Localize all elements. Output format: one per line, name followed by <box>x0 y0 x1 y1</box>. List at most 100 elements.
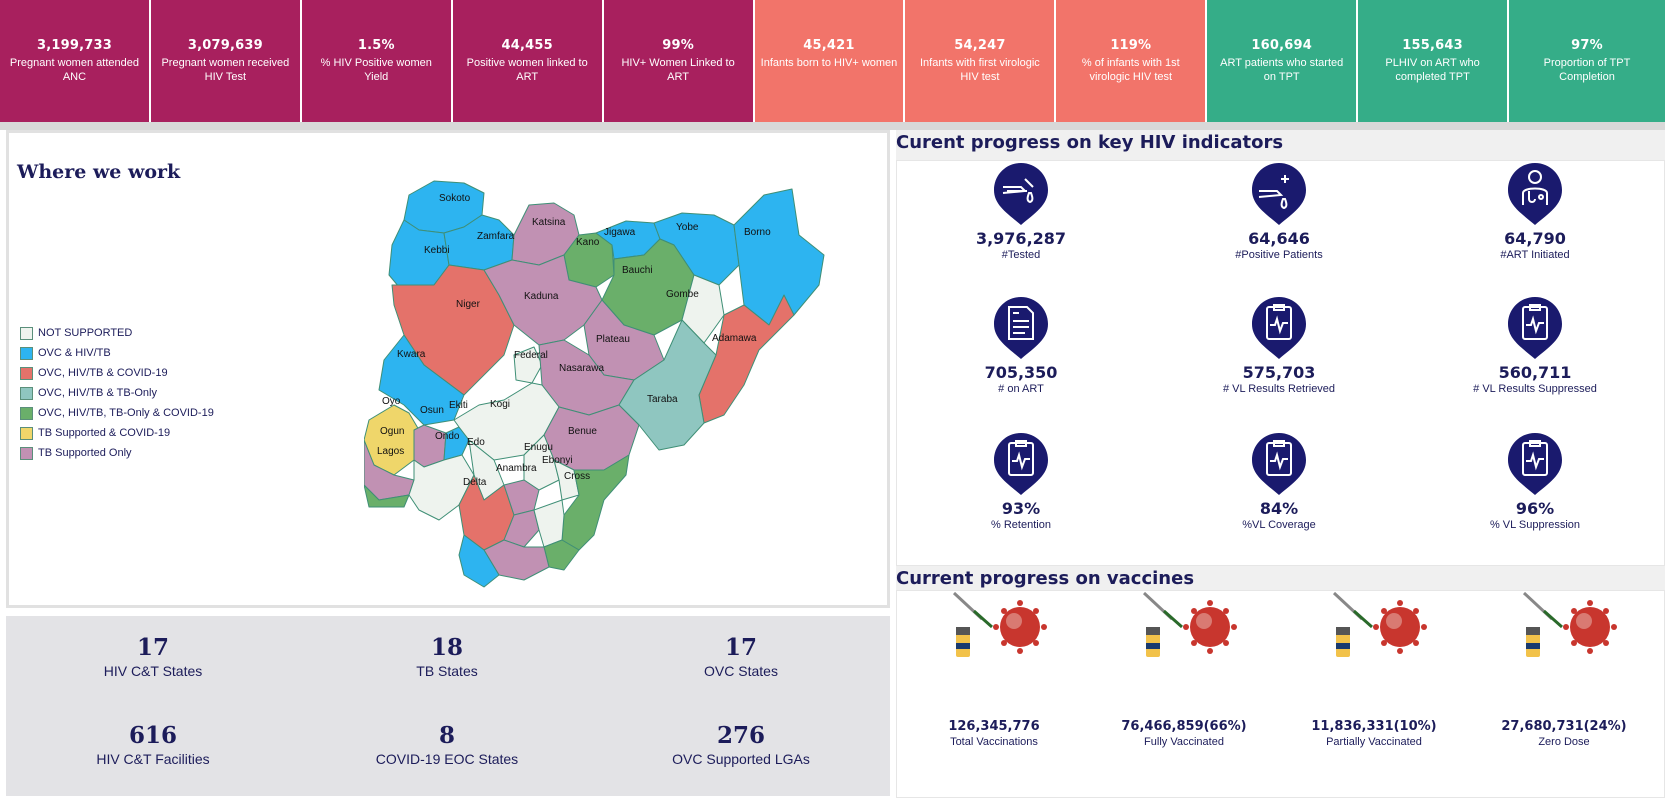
nigeria-map: Sokoto Kebbi Zamfara Katsina Kano Jigawa… <box>364 180 825 588</box>
kpi-label: % of infants with 1st virologic HIV test <box>1081 57 1180 83</box>
kpi-value: 119% <box>1110 38 1152 53</box>
state-anambra[interactable] <box>503 479 540 516</box>
vaccine-label: Zero Dose <box>1538 736 1590 748</box>
indicator-value: 93% <box>1001 499 1041 518</box>
map-label-ebonyi: Ebonyi <box>542 455 573 466</box>
map-legend: NOT SUPPORTED OVC & HIV/TB OVC, HIV/TB &… <box>20 323 214 463</box>
legend-swatch <box>20 366 33 380</box>
kpi-label: Pregnant women received HIV Test <box>161 57 290 83</box>
legend-swatch <box>20 386 33 400</box>
kpi-card: 155,643 PLHIV on ART who completed TPT <box>1358 0 1508 124</box>
legend-label: OVC, HIV/TB & TB-Only <box>38 387 157 399</box>
indicator-card: 93% % Retention <box>911 431 1131 531</box>
clipboard-icon <box>994 433 1048 495</box>
legend-swatch <box>20 426 33 440</box>
state-abia[interactable] <box>533 499 565 548</box>
kpi-value: 45,421 <box>803 38 855 53</box>
indicator-label: #Positive Patients <box>1235 249 1323 261</box>
legend-swatch <box>20 346 33 360</box>
legend-label: TB Supported Only <box>38 447 132 459</box>
kpi-card: 45,421 Infants born to HIV+ women <box>754 0 904 124</box>
kpi-value: 160,694 <box>1251 38 1313 53</box>
state-lagos[interactable] <box>364 484 410 508</box>
map-label-ekiti: Ekiti <box>449 400 468 411</box>
map-label-federal: Federal <box>514 350 548 361</box>
indicator-label: % VL Suppression <box>1489 519 1581 531</box>
indicator-value: 64,646 <box>1248 229 1310 248</box>
legend-label: TB Supported & COVID-19 <box>38 427 171 439</box>
state-borno[interactable] <box>733 188 825 326</box>
legend-label: OVC, HIV/TB, TB-Only & COVID-19 <box>38 407 214 419</box>
indicator-card: 84% %VL Coverage <box>1169 431 1389 531</box>
map-label-zamfara: Zamfara <box>477 231 515 242</box>
kpi-label: ART patients who started on TPT <box>1220 57 1344 83</box>
indicator-value: 560,711 <box>1498 363 1572 382</box>
kpi-value: 99% <box>662 38 694 53</box>
stat-value: 18 <box>430 634 463 661</box>
map-label-anambra: Anambra <box>496 463 537 474</box>
map-label-kebbi: Kebbi <box>424 245 450 256</box>
kpi-label: Infants with first virologic HIV test <box>919 57 1040 83</box>
stat-label: TB States <box>416 663 478 679</box>
indicator-label: # on ART <box>998 383 1044 395</box>
vaccine-syringe-virus-icon <box>952 591 1047 657</box>
state-bayelsa[interactable] <box>458 534 500 588</box>
legend-label: NOT SUPPORTED <box>38 327 133 339</box>
vaccine-card: 76,466,859(66%) Fully Vaccinated <box>1089 591 1279 748</box>
state-ebonyi[interactable] <box>553 459 580 501</box>
kpi-value: 44,455 <box>501 38 553 53</box>
map-label-sokoto: Sokoto <box>439 193 471 204</box>
vaccine-value: 126,345,776 <box>948 719 1040 734</box>
map-label-enugu: Enugu <box>524 442 553 453</box>
stat-value: 17 <box>724 634 757 661</box>
indicator-card: 96% % VL Suppression <box>1425 431 1645 531</box>
map-label-yobe: Yobe <box>676 222 699 233</box>
map-label-cross: Cross <box>564 471 590 482</box>
stat-card: 276 OVC Supported LGAs <box>594 722 888 767</box>
doctor-icon <box>1508 163 1562 225</box>
indicator-card: 64,790 #ART Initiated <box>1425 161 1645 261</box>
legend-item: NOT SUPPORTED <box>20 323 214 343</box>
kpi-value: 3,079,639 <box>187 38 263 53</box>
stat-card: 616 HIV C&T Facilities <box>6 722 300 767</box>
map-label-taraba: Taraba <box>647 394 678 405</box>
map-label-jigawa: Jigawa <box>604 227 636 238</box>
hiv-header-bar <box>896 130 1665 160</box>
state-ekiti[interactable] <box>443 426 470 461</box>
divider <box>0 122 1665 130</box>
map-label-plateau: Plateau <box>596 334 630 345</box>
vaccine-card: 126,345,776 Total Vaccinations <box>899 591 1089 748</box>
indicator-label: # VL Results Suppressed <box>1473 383 1597 395</box>
vaccine-value: 76,466,859(66%) <box>1121 719 1247 734</box>
vaccine-card: 11,836,331(10%) Partially Vaccinated <box>1279 591 1469 748</box>
state-cross[interactable] <box>561 454 630 551</box>
kpi-bar: 3,199,733 Pregnant women attended ANC 3,0… <box>0 0 1665 124</box>
indicator-label: #Tested <box>1001 249 1041 261</box>
vaccine-value: 11,836,331(10%) <box>1311 719 1437 734</box>
stat-card: 17 OVC States <box>594 634 888 679</box>
hiv-section-title: Curent progress on key HIV indicators <box>896 132 1284 153</box>
kpi-card: 3,199,733 Pregnant women attended ANC <box>0 0 149 124</box>
map-label-ondo: Ondo <box>435 431 460 442</box>
state-imo[interactable] <box>503 509 540 548</box>
kpi-label: PLHIV on ART who completed TPT <box>1385 57 1480 83</box>
indicator-card: 705,350 # on ART <box>911 295 1131 395</box>
indicator-card: 575,703 # VL Results Retrieved <box>1169 295 1389 395</box>
kpi-card: 97% Proportion of TPT Completion <box>1509 0 1665 124</box>
map-label-kaduna: Kaduna <box>524 291 559 302</box>
indicator-label: #ART Initiated <box>1500 249 1570 261</box>
hiv-panel: 3,976,287 #Tested 64,646 #Positive Patie… <box>896 160 1665 566</box>
vaccine-syringe-virus-icon <box>1142 591 1237 657</box>
state-kwara[interactable] <box>378 334 465 426</box>
state-federal[interactable] <box>513 346 543 384</box>
stat-value: 276 <box>716 722 765 749</box>
map-label-ogun: Ogun <box>380 426 404 437</box>
kpi-label: HIV+ Women Linked to ART <box>621 57 735 83</box>
vaccine-label: Fully Vaccinated <box>1144 736 1224 748</box>
kpi-card: 3,079,639 Pregnant women received HIV Tes… <box>150 0 300 124</box>
legend-item: TB Supported & COVID-19 <box>20 423 214 443</box>
indicator-label: % Retention <box>991 519 1051 531</box>
clipboard-icon <box>1508 433 1562 495</box>
indicator-value: 84% <box>1259 499 1299 518</box>
state-rivers[interactable] <box>483 539 550 581</box>
